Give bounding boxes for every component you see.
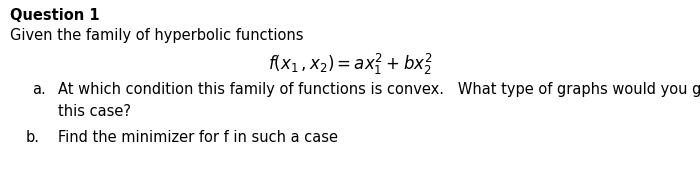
Text: $f(x_1\,, x_2) = ax_1^2 + bx_2^2$: $f(x_1\,, x_2) = ax_1^2 + bx_2^2$ bbox=[267, 52, 433, 77]
Text: b.: b. bbox=[26, 130, 40, 145]
Text: Given the family of hyperbolic functions: Given the family of hyperbolic functions bbox=[10, 28, 304, 43]
Text: this case?: this case? bbox=[58, 104, 131, 119]
Text: At which condition this family of functions is convex.   What type of graphs wou: At which condition this family of functi… bbox=[58, 82, 700, 97]
Text: Question 1: Question 1 bbox=[10, 8, 99, 23]
Text: a.: a. bbox=[32, 82, 46, 97]
Text: Find the minimizer for f in such a case: Find the minimizer for f in such a case bbox=[58, 130, 338, 145]
